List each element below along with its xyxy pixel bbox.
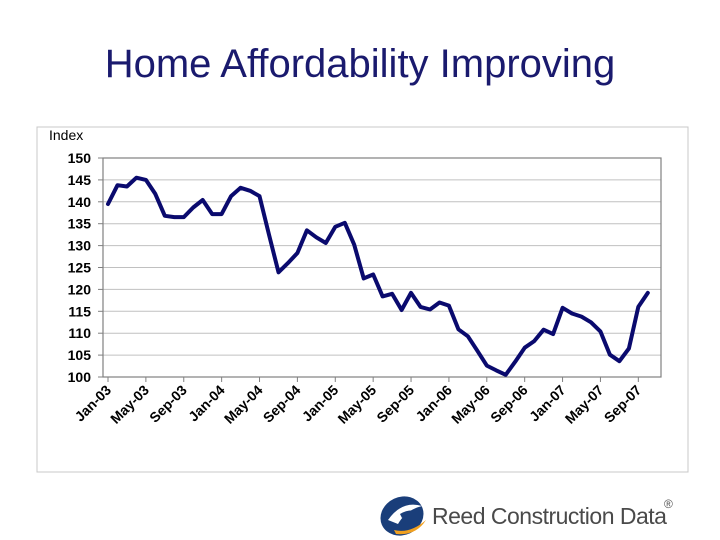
chart-frame — [36, 126, 689, 473]
y-tick-label: 150 — [68, 150, 92, 166]
series-line — [106, 175, 650, 377]
y-tick-label: 130 — [68, 238, 92, 254]
y-tick-label: 140 — [68, 194, 92, 210]
y-tick-label: 105 — [68, 347, 92, 363]
y-tick-label: 145 — [68, 172, 92, 188]
y-tick-label: 110 — [68, 325, 91, 341]
reed-e-swoosh-icon — [380, 496, 426, 536]
y-tick-label: 135 — [68, 216, 92, 232]
y-axis: 100 105 110 115 120 125 130 135 140 145 150 — [68, 150, 103, 385]
y-tick-label: 120 — [68, 281, 92, 297]
y-tick-label: 125 — [68, 260, 92, 276]
y-tick-label: 115 — [68, 303, 91, 319]
brand-name: Reed Construction Data — [432, 503, 667, 529]
y-axis-label: Index — [49, 127, 83, 143]
page-title: Home Affordability Improving — [104, 42, 616, 86]
registered-mark: ® — [664, 497, 673, 511]
y-tick-label: 100 — [68, 369, 92, 385]
